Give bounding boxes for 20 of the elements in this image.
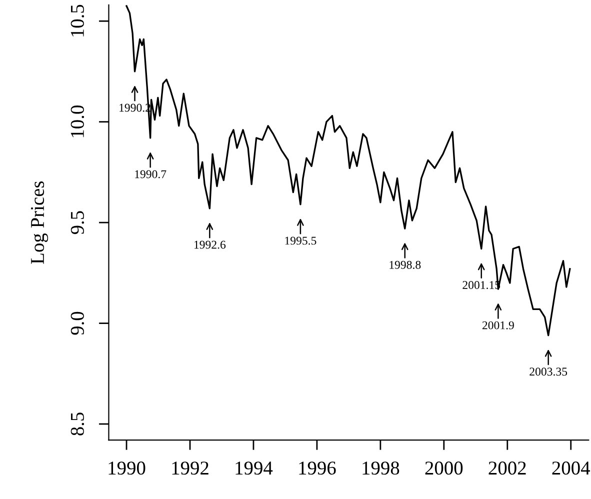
- x-tick-label: 1996: [299, 462, 336, 475]
- x-tick-label: 2002: [488, 462, 526, 475]
- y-tick-label: 8.5: [70, 412, 84, 436]
- annotation: 2001.9: [482, 321, 514, 330]
- annotation: 1998.8: [390, 260, 421, 269]
- y-tick-label: 10.0: [70, 106, 84, 138]
- annotation: 2003.35: [530, 368, 568, 376]
- annotation: 1995.5: [285, 236, 316, 245]
- y-tick-label: 10.5: [70, 4, 84, 36]
- x-tick-label: 2000: [425, 462, 463, 475]
- x-tick-label: 1994: [236, 462, 273, 475]
- x-tick-label: 1990: [108, 462, 146, 475]
- annotation: 1990.7: [135, 170, 166, 178]
- x-tick-label: 2004: [552, 462, 590, 475]
- annotation: 1992.6: [194, 240, 226, 249]
- y-axis-title: Log Prices: [30, 181, 48, 264]
- x-tick-label: 1992: [172, 462, 208, 475]
- x-tick-label: 1998: [362, 462, 400, 475]
- y-tick-label: 9.0: [70, 312, 84, 335]
- y-tick-label: 9.5: [70, 211, 84, 234]
